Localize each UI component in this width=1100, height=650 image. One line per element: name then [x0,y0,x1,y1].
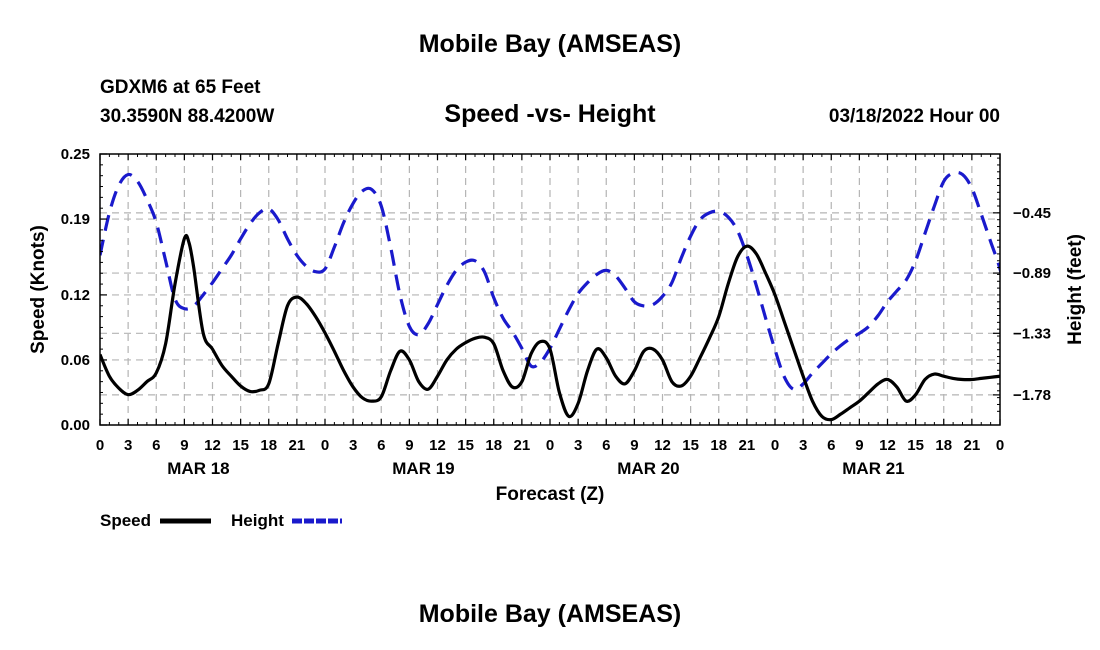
x-tick-label: 15 [907,437,924,454]
y-left-tick-label: 0.06 [61,352,90,369]
y-right-tick-label: −0.89 [1013,265,1051,282]
y-left-tick-label: 0.00 [61,417,90,434]
x-tick-label: 18 [260,437,277,454]
x-tick-label: 21 [289,437,306,454]
x-tick-label: 12 [429,437,446,454]
x-tick-label: 0 [546,437,554,454]
x-tick-label: 0 [96,437,104,454]
x-tick-label: 3 [799,437,807,454]
axis-layer: 0 3 6 9 12 15 18 21 0 3 6 9 12 15 18 21 0 3 6 9 12 15 18 21 0 3 6 9… [61,146,1051,478]
legend-label-height: Height [231,511,284,530]
x-tick-label: 12 [204,437,221,454]
grid-layer [100,154,1000,425]
x-tick-label: 18 [485,437,502,454]
station-label: GDXM6 at 65 Feet [100,77,261,98]
x-tick-label: 21 [964,437,981,454]
chart-main-title: Mobile Bay (AMSEAS) [418,30,682,58]
x-tick-label: 18 [710,437,727,454]
x-tick-label: 6 [152,437,160,454]
footer-title: Mobile Bay (AMSEAS) [418,600,682,628]
x-tick-label: 0 [771,437,779,454]
x-tick-label: 3 [574,437,582,454]
date-label: MAR 21 [842,459,904,478]
y-right-tick-label: −0.45 [1013,205,1051,222]
x-tick-label: 3 [349,437,357,454]
x-tick-label: 15 [232,437,249,454]
y-axis-left-label: Speed (Knots) [28,225,49,354]
x-axis-label: Forecast (Z) [496,484,605,505]
x-tick-label: 18 [935,437,952,454]
legend-label-speed: Speed [100,511,151,530]
date-label: MAR 20 [617,459,679,478]
y-axis-right-label: Height (feet) [1065,234,1086,345]
x-tick-label: 15 [457,437,474,454]
date-label: MAR 19 [392,459,454,478]
y-right-tick-label: −1.78 [1013,387,1051,404]
x-tick-label: 3 [124,437,132,454]
x-tick-label: 0 [321,437,329,454]
y-left-tick-label: 0.25 [61,146,90,163]
chart-subtitle: Speed -vs- Height [444,100,656,128]
x-tick-label: 15 [682,437,699,454]
y-right-tick-label: −1.33 [1013,325,1051,342]
y-left-tick-label: 0.19 [61,211,90,228]
x-tick-label: 6 [827,437,835,454]
legend: Speed Height [100,511,342,530]
coordinates-label: 30.3590N 88.4200W [100,106,275,127]
x-tick-label: 9 [405,437,413,454]
x-tick-label: 9 [855,437,863,454]
x-tick-label: 6 [602,437,610,454]
height-series-line [100,170,1000,392]
date-label: MAR 18 [167,459,229,478]
series-layer [100,170,1000,422]
x-tick-label: 12 [879,437,896,454]
x-tick-label: 0 [996,437,1004,454]
forecast-datetime: 03/18/2022 Hour 00 [828,106,1000,127]
y-left-tick-label: 0.12 [61,287,90,304]
x-tick-label: 12 [654,437,671,454]
speed-series-line [100,234,1000,422]
x-tick-label: 6 [377,437,385,454]
x-tick-label: 9 [630,437,638,454]
x-tick-label: 21 [514,437,531,454]
x-tick-label: 21 [739,437,756,454]
x-tick-label: 9 [180,437,188,454]
